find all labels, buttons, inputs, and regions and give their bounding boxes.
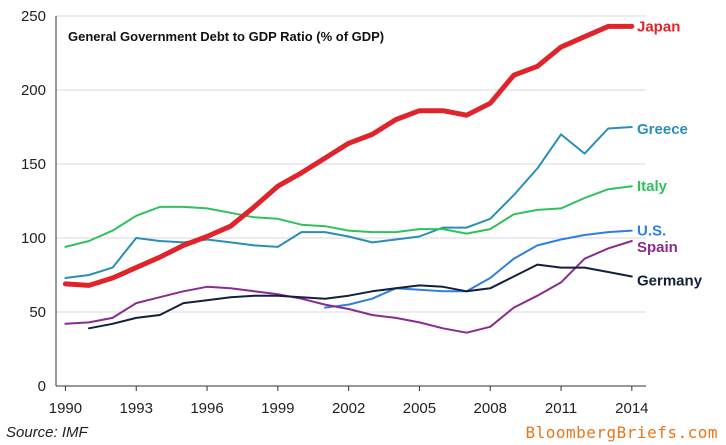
y-tick-label: 50 xyxy=(29,304,46,321)
series-label-us: U.S. xyxy=(637,223,666,240)
series-line-japan xyxy=(62,23,635,288)
series-labels: Japan Greece Italy U.S.Spain Germany xyxy=(637,18,703,289)
y-tick-label: 200 xyxy=(21,82,46,99)
series-line-spain xyxy=(64,240,633,334)
x-tick-label: 1996 xyxy=(190,400,223,417)
x-tick-label: 2005 xyxy=(403,400,436,417)
x-tick-label: 2014 xyxy=(615,400,648,417)
source-note: Source: IMF xyxy=(6,424,88,441)
gridlines xyxy=(56,15,646,313)
y-tick-label: 0 xyxy=(38,378,46,395)
series-line-us xyxy=(324,229,633,309)
series-line-germany xyxy=(88,263,633,330)
series-lines xyxy=(62,23,635,334)
y-tick-label: 100 xyxy=(21,230,46,247)
series-label-japan: Japan xyxy=(637,18,680,35)
series-label-spain: Spain xyxy=(637,239,678,256)
y-tick-label: 150 xyxy=(21,156,46,173)
x-tick-label: 1993 xyxy=(120,400,153,417)
series-label-germany: Germany xyxy=(637,272,703,289)
x-tick-label: 1990 xyxy=(49,400,82,417)
x-tick-label: 2002 xyxy=(332,400,365,417)
x-tick-label: 2008 xyxy=(474,400,507,417)
series-line-greece xyxy=(64,126,633,279)
series-label-italy: Italy xyxy=(637,178,668,195)
axes: 0 50 100 150 200 250 1990 1993 1996 1999 2002 2005 2… xyxy=(21,8,649,417)
y-tick-label: 250 xyxy=(21,8,46,25)
series-label-greece: Greece xyxy=(637,121,688,138)
series-line-italy xyxy=(64,185,633,248)
x-tick-label: 1999 xyxy=(261,400,294,417)
brand-watermark: BloombergBriefs.com xyxy=(525,423,718,442)
chart-title: General Government Debt to GDP Ratio (% … xyxy=(68,29,384,44)
x-tick-label: 2011 xyxy=(545,400,577,417)
